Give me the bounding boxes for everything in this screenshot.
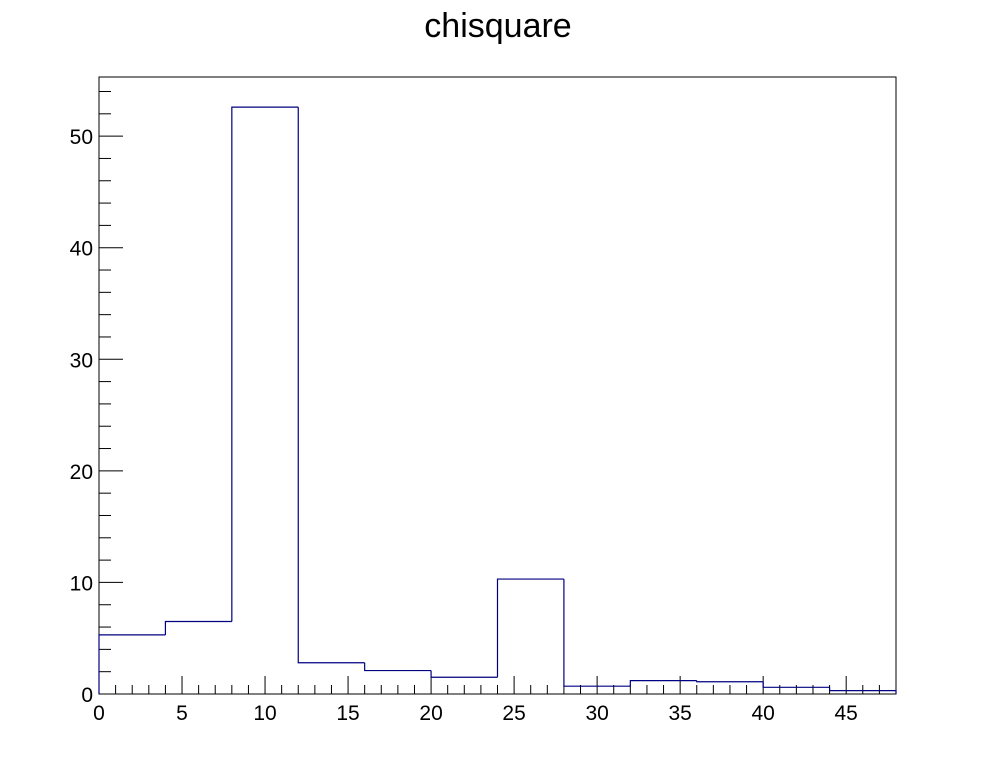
- y-tick-label: 10: [70, 572, 93, 595]
- histogram-bin: [364, 662, 432, 672]
- histogram-bin: [762, 681, 830, 688]
- x-tick-label: 5: [176, 702, 188, 725]
- histogram-bin: [828, 687, 897, 694]
- histogram-bin: [297, 107, 365, 664]
- x-tick-label: 15: [336, 702, 359, 725]
- histogram-bars: [98, 106, 897, 694]
- x-tick-label: 30: [585, 702, 608, 725]
- x-tick-label: 10: [253, 702, 276, 725]
- histogram-bin: [430, 670, 498, 678]
- chart-title: chisquare: [424, 7, 571, 45]
- y-tick-label: 30: [70, 349, 93, 372]
- x-tick-label: 40: [751, 702, 774, 725]
- y-tick-label: 40: [70, 238, 93, 261]
- y-tick-label: 20: [70, 461, 93, 484]
- x-tick-label: 25: [502, 702, 525, 725]
- x-tick-label: 20: [419, 702, 442, 725]
- histogram-bin: [164, 620, 232, 635]
- y-tick-label: 0: [81, 684, 93, 707]
- x-axis-ticks: [98, 676, 897, 694]
- histogram-bin: [629, 680, 697, 687]
- y-axis-ticks: [99, 91, 123, 695]
- histogram-bin: [231, 106, 299, 622]
- y-tick-label: 50: [70, 126, 93, 149]
- histogram-bin: [696, 680, 764, 683]
- x-axis-tick-labels: 0 5 10 15 20 25 30 35 40 45: [93, 702, 858, 725]
- x-tick-label: 35: [668, 702, 691, 725]
- histogram-bin: [98, 634, 166, 694]
- y-axis-tick-labels: 0 10 20 30 40 50: [70, 126, 93, 707]
- histogram-bin: [496, 578, 564, 678]
- histogram-bin: [563, 579, 631, 687]
- x-tick-label: 0: [93, 702, 105, 725]
- x-tick-label: 45: [835, 702, 858, 725]
